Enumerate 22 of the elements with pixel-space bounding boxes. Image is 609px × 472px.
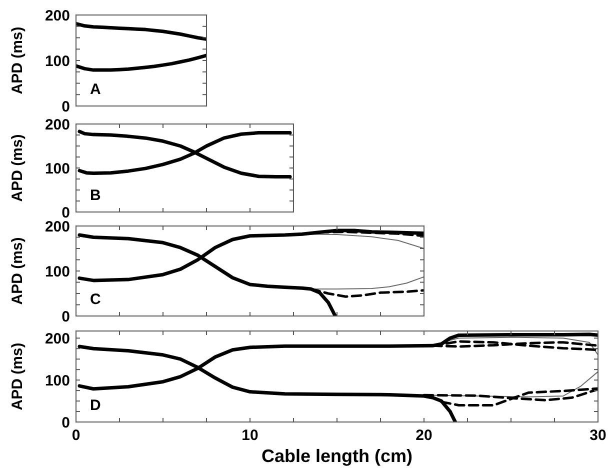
x-tick-label: 10 xyxy=(242,427,258,444)
x-tick-label: 30 xyxy=(590,427,606,444)
y-tick-label: 0 xyxy=(62,308,70,326)
y-tick-label: 100 xyxy=(44,160,70,178)
y-tick-label: 200 xyxy=(44,116,70,134)
y-axis-title: APD (ms) xyxy=(9,237,26,305)
y-tick-label: 200 xyxy=(44,330,70,348)
y-axis-title: APD (ms) xyxy=(9,26,26,94)
y-tick-label: 100 xyxy=(44,52,70,70)
y-axis-title: APD (ms) xyxy=(9,342,26,410)
annotation: D xyxy=(90,397,101,414)
y-tick-label: 100 xyxy=(44,372,70,390)
y-axis-title: APD (ms) xyxy=(9,134,26,202)
x-axis-title: Cable length (cm) xyxy=(261,446,413,466)
x-tick-label: 20 xyxy=(416,427,432,444)
y-tick-label: 0 xyxy=(62,98,70,116)
annotation: A xyxy=(90,81,101,98)
y-tick-label: 0 xyxy=(62,414,70,432)
y-tick-label: 200 xyxy=(44,7,70,24)
annotation: C xyxy=(90,291,101,308)
y-tick-label: 100 xyxy=(44,263,70,280)
annotation: B xyxy=(90,187,101,204)
